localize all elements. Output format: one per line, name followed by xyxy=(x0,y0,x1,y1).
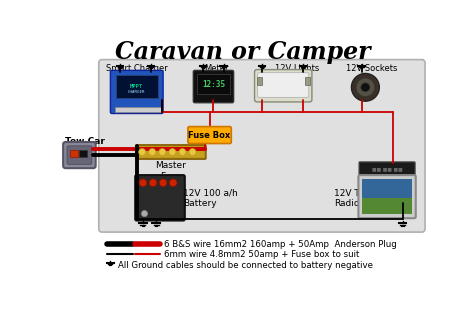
FancyBboxPatch shape xyxy=(255,70,312,102)
Bar xyxy=(80,151,87,157)
Text: Fuse Box: Fuse Box xyxy=(189,131,231,139)
FancyBboxPatch shape xyxy=(99,60,425,232)
Text: Master
Fuse: Master Fuse xyxy=(155,161,186,181)
Text: 12V 100 a/h
Battery: 12V 100 a/h Battery xyxy=(183,189,238,208)
Text: 12V Sockets: 12V Sockets xyxy=(346,64,397,73)
Text: Caravan or Camper: Caravan or Camper xyxy=(115,40,371,64)
Circle shape xyxy=(139,179,147,187)
Text: 6mm wire 4.8mm2 50amp + Fuse box to suit: 6mm wire 4.8mm2 50amp + Fuse box to suit xyxy=(164,250,359,259)
Text: Tow Car: Tow Car xyxy=(65,137,105,146)
FancyBboxPatch shape xyxy=(358,175,416,218)
Circle shape xyxy=(351,74,379,101)
Text: Meter: Meter xyxy=(204,64,228,73)
Text: ■■ ■■ ■■: ■■ ■■ ■■ xyxy=(372,166,402,171)
Bar xyxy=(305,77,310,85)
Text: 6 B&S wire 16mm2 160amp + 50Amp  Anderson Plug: 6 B&S wire 16mm2 160amp + 50Amp Anderson… xyxy=(164,240,397,249)
Circle shape xyxy=(361,83,370,92)
Bar xyxy=(116,75,158,98)
Circle shape xyxy=(159,149,166,155)
Bar xyxy=(70,151,78,157)
Circle shape xyxy=(169,149,176,155)
Circle shape xyxy=(189,149,196,155)
Text: 12:35: 12:35 xyxy=(202,80,225,89)
FancyBboxPatch shape xyxy=(67,146,92,164)
Text: 12V TV &
Radio: 12V TV & Radio xyxy=(334,189,376,208)
Circle shape xyxy=(169,179,177,187)
Text: 12V Lights: 12V Lights xyxy=(275,64,319,73)
Text: Smart Charger: Smart Charger xyxy=(106,64,168,73)
Circle shape xyxy=(141,210,147,217)
Text: CHARGER: CHARGER xyxy=(128,90,146,94)
FancyBboxPatch shape xyxy=(63,142,96,168)
FancyBboxPatch shape xyxy=(135,175,185,221)
Circle shape xyxy=(139,149,146,155)
Bar xyxy=(362,198,412,214)
Circle shape xyxy=(149,179,157,187)
FancyBboxPatch shape xyxy=(110,70,163,113)
FancyBboxPatch shape xyxy=(136,145,206,159)
Bar xyxy=(115,107,162,112)
Circle shape xyxy=(179,149,186,155)
Text: MPPT: MPPT xyxy=(130,84,143,89)
Text: All Ground cables should be connected to battery negative: All Ground cables should be connected to… xyxy=(118,261,373,270)
Bar xyxy=(362,179,412,214)
FancyBboxPatch shape xyxy=(188,126,231,144)
FancyBboxPatch shape xyxy=(258,73,309,97)
Bar xyxy=(257,77,262,85)
FancyBboxPatch shape xyxy=(359,162,415,176)
Bar xyxy=(197,74,230,94)
Circle shape xyxy=(356,78,374,97)
Circle shape xyxy=(159,179,167,187)
FancyBboxPatch shape xyxy=(193,70,234,103)
Circle shape xyxy=(149,149,156,155)
